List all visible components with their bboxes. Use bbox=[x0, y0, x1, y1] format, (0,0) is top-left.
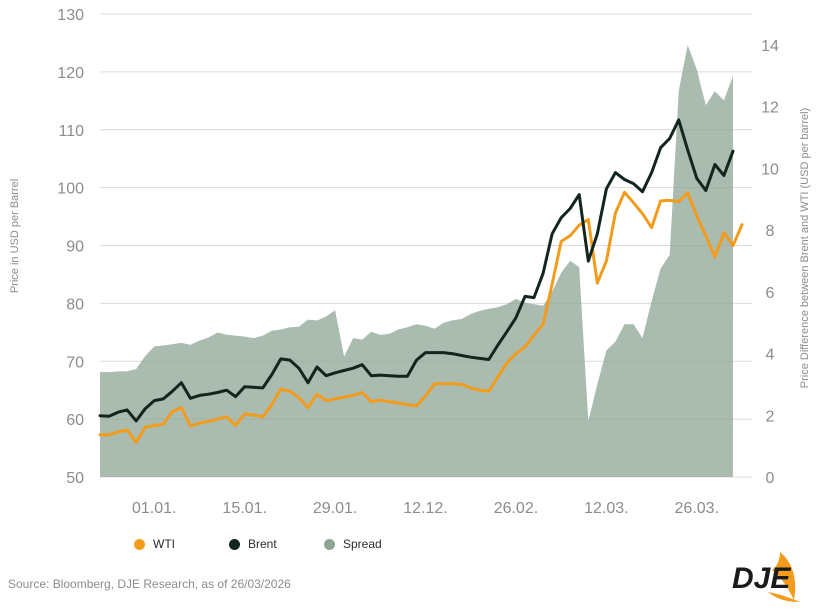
y-tick-label: 90 bbox=[66, 239, 84, 256]
legend-item-brent: Brent bbox=[229, 537, 324, 551]
x-tick-label: 01.01. bbox=[132, 500, 176, 517]
legend-item-spread: Spread bbox=[324, 537, 419, 551]
y2-tick-label: 8 bbox=[766, 223, 775, 240]
y2-tick-label: 14 bbox=[761, 38, 779, 55]
legend-dot-icon bbox=[324, 538, 335, 550]
logo-swoosh-icon bbox=[768, 592, 800, 602]
legend-label: WTI bbox=[153, 537, 175, 551]
y-tick-label: 120 bbox=[57, 65, 84, 82]
y2-tick-label: 4 bbox=[766, 347, 775, 364]
y-tick-label: 60 bbox=[66, 412, 84, 429]
legend-label: Spread bbox=[343, 537, 382, 551]
logo-text: DJE bbox=[732, 562, 791, 595]
y2-tick-label: 0 bbox=[766, 470, 775, 487]
x-tick-label: 12.03. bbox=[584, 500, 628, 517]
y2-tick-label: 2 bbox=[766, 408, 775, 425]
y-tick-label: 70 bbox=[66, 354, 84, 371]
legend-item-wti: WTI bbox=[134, 537, 229, 551]
legend-dot-icon bbox=[229, 538, 240, 550]
y-tick-label: 100 bbox=[57, 181, 84, 198]
x-axis-ticks: 01.01. 15.01. 29.01. 12.12. 26.02. 12.03. 26.0… bbox=[132, 500, 719, 517]
y2-tick-label: 6 bbox=[766, 285, 775, 302]
y-tick-label: 80 bbox=[66, 296, 84, 313]
source-note: Source: Bloomberg, DJE Research, as of 2… bbox=[8, 577, 291, 591]
x-tick-label: 26.02. bbox=[494, 500, 538, 517]
x-tick-label: 26.03. bbox=[675, 500, 719, 517]
x-tick-label: 12.12. bbox=[403, 500, 447, 517]
logo-sail-icon bbox=[772, 552, 796, 600]
dje-logo: DJE bbox=[732, 552, 800, 602]
spread-area-layer bbox=[100, 44, 733, 478]
x-tick-label: 29.01. bbox=[313, 500, 357, 517]
legend-dot-icon bbox=[134, 538, 145, 550]
y2-tick-label: 12 bbox=[761, 100, 779, 117]
series-line-brent bbox=[98, 118, 735, 423]
y-tick-label: 130 bbox=[57, 7, 84, 24]
line-series-layer bbox=[98, 118, 744, 444]
y2-tick-label: 10 bbox=[761, 161, 779, 178]
series-spread-area bbox=[100, 44, 733, 478]
y-tick-label: 50 bbox=[66, 470, 84, 487]
y-axis-right-title: Price Difference between Brent and WTI (… bbox=[799, 108, 811, 388]
y-tick-label: 110 bbox=[58, 123, 84, 140]
legend: WTI Brent Spread bbox=[134, 537, 419, 551]
y-axis-right-ticks: 0 2 4 6 8 10 12 14 bbox=[761, 38, 779, 487]
y-axis-left-ticks: 50 60 70 80 90 100 110 120 130 bbox=[57, 7, 84, 487]
legend-label: Brent bbox=[248, 537, 277, 551]
y-axis-left-title: Price in USD per Barrel bbox=[9, 179, 21, 293]
series-line-wti bbox=[98, 190, 744, 444]
x-tick-label: 15.01. bbox=[222, 500, 266, 517]
